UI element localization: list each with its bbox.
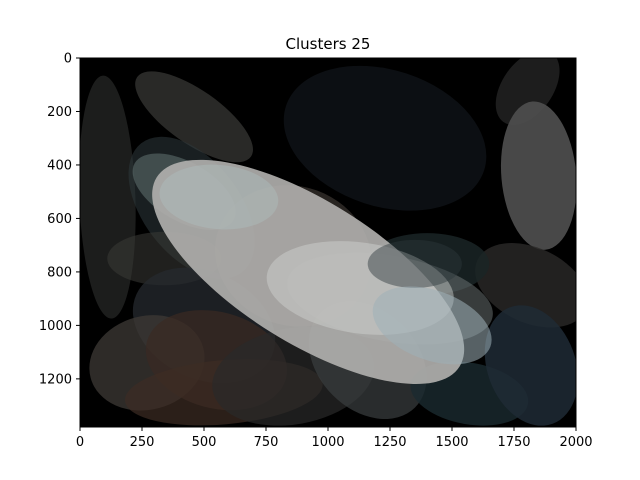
y-tick-label: 1000 xyxy=(39,319,72,334)
x-tick-label: 500 xyxy=(192,435,217,450)
cluster-ellipse-25 xyxy=(159,164,279,230)
cluster-ellipse-1 xyxy=(283,65,487,211)
x-axis: 0 250 500 750 1000 1250 1500 1750 2000 xyxy=(76,427,593,450)
x-tick-label: 1250 xyxy=(373,435,406,450)
x-tick-label: 1500 xyxy=(435,435,468,450)
cluster-ellipse-4 xyxy=(135,71,253,163)
y-tick-label: 800 xyxy=(47,265,72,280)
y-tick-label: 0 xyxy=(64,52,72,67)
cluster-ellipse-17 xyxy=(484,305,576,426)
cluster-ellipse-23 xyxy=(367,239,462,288)
x-tick-label: 1750 xyxy=(497,435,530,450)
x-tick-label: 2000 xyxy=(559,435,592,450)
x-tick-label: 250 xyxy=(130,435,155,450)
cluster-ellipse-24 xyxy=(372,286,492,365)
cluster-ellipse-16 xyxy=(475,243,576,328)
x-tick-label: 750 xyxy=(254,435,279,450)
y-tick-label: 200 xyxy=(47,105,72,120)
y-tick-label: 1200 xyxy=(39,372,72,387)
y-tick-label: 600 xyxy=(47,212,72,227)
y-tick-label: 400 xyxy=(47,158,72,173)
cluster-ellipse-3 xyxy=(500,101,576,250)
x-tick-label: 0 xyxy=(76,435,84,450)
y-axis: 0 200 400 600 800 1000 1200 xyxy=(39,52,80,387)
clusters-layer xyxy=(80,58,576,426)
x-tick-label: 1000 xyxy=(311,435,344,450)
chart-title: Clusters 25 xyxy=(286,35,371,53)
